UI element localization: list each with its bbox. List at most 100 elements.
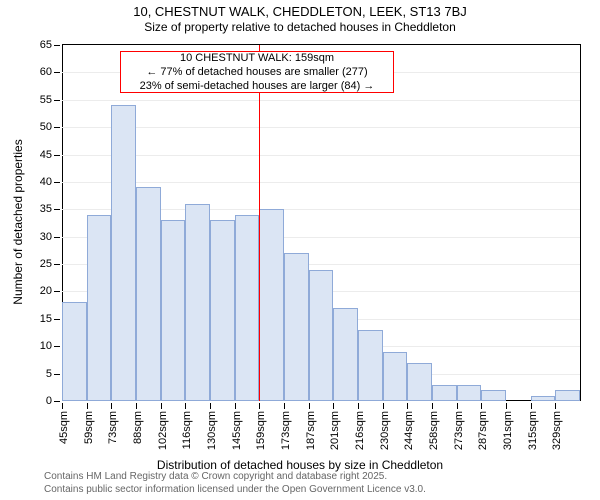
x-axis-label: Distribution of detached houses by size … <box>157 458 443 472</box>
histogram-bar <box>309 270 334 401</box>
x-tick-label: 102sqm <box>157 411 169 450</box>
chart-subtitle: Size of property relative to detached ho… <box>0 20 600 35</box>
y-tick <box>54 291 60 292</box>
x-tick <box>432 403 433 409</box>
histogram-bar <box>333 308 358 401</box>
x-tick <box>333 403 334 409</box>
chart-titles: 10, CHESTNUT WALK, CHEDDLETON, LEEK, ST1… <box>0 4 600 35</box>
y-tick <box>54 100 60 101</box>
y-tick <box>54 72 60 73</box>
annotation-line-1: 10 CHESTNUT WALK: 159sqm <box>121 52 393 66</box>
histogram-bar <box>235 215 260 401</box>
x-tick-label: 201sqm <box>329 411 341 450</box>
x-tick-label: 273sqm <box>453 411 465 450</box>
y-tick-label: 55 <box>40 94 52 106</box>
x-tick-label: 230sqm <box>379 411 391 450</box>
plot-area: 0510152025303540455055606545sqm59sqm73sq… <box>62 44 581 401</box>
x-tick-label: 116sqm <box>181 411 193 449</box>
y-tick <box>54 401 60 402</box>
y-tick-label: 30 <box>40 231 52 243</box>
x-tick-label: 315sqm <box>527 411 539 450</box>
x-tick-label: 329sqm <box>551 411 563 450</box>
x-tick-label: 130sqm <box>206 411 218 450</box>
histogram-bar <box>358 330 383 401</box>
y-tick <box>54 237 60 238</box>
x-tick <box>407 403 408 409</box>
y-tick-label: 10 <box>40 340 52 352</box>
footer-line-1: Contains HM Land Registry data © Crown c… <box>44 471 426 484</box>
x-tick-label: 45sqm <box>58 411 70 444</box>
x-tick <box>358 403 359 409</box>
x-tick <box>481 403 482 409</box>
histogram-bar <box>259 209 284 401</box>
y-tick <box>54 319 60 320</box>
x-tick <box>531 403 532 409</box>
x-tick-label: 258sqm <box>428 411 440 450</box>
y-tick-label: 25 <box>40 258 52 270</box>
y-tick <box>54 209 60 210</box>
histogram-bar <box>407 363 432 401</box>
reference-line <box>259 45 260 401</box>
x-tick <box>62 403 63 409</box>
x-tick-label: 145sqm <box>231 411 243 450</box>
gridline <box>62 127 580 128</box>
footer-attribution: Contains HM Land Registry data © Crown c… <box>44 471 426 496</box>
histogram-bar <box>111 105 136 401</box>
gridline <box>62 155 580 156</box>
y-tick <box>54 346 60 347</box>
y-tick <box>54 182 60 183</box>
annotation-box: 10 CHESTNUT WALK: 159sqm ← 77% of detach… <box>120 51 394 93</box>
y-tick-label: 15 <box>40 313 52 325</box>
x-tick <box>259 403 260 409</box>
histogram-bar <box>432 385 457 401</box>
y-tick-label: 65 <box>40 39 52 51</box>
y-tick-label: 20 <box>40 285 52 297</box>
x-tick <box>210 403 211 409</box>
histogram-bar <box>136 187 161 401</box>
y-tick <box>54 45 60 46</box>
x-tick <box>284 403 285 409</box>
x-tick <box>235 403 236 409</box>
y-tick-label: 50 <box>40 121 52 133</box>
y-tick-label: 35 <box>40 203 52 215</box>
x-tick-label: 301sqm <box>502 411 514 450</box>
annotation-line-2: ← 77% of detached houses are smaller (27… <box>121 66 393 80</box>
x-tick <box>87 403 88 409</box>
y-tick-label: 45 <box>40 149 52 161</box>
histogram-bar <box>457 385 482 401</box>
y-tick-label: 40 <box>40 176 52 188</box>
x-tick-label: 159sqm <box>255 411 267 450</box>
histogram-bar <box>531 396 556 401</box>
x-tick <box>506 403 507 409</box>
x-tick <box>383 403 384 409</box>
annotation-line-3: 23% of semi-detached houses are larger (… <box>121 80 393 94</box>
y-tick <box>54 155 60 156</box>
y-tick <box>54 264 60 265</box>
histogram-bar <box>161 220 186 401</box>
chart-container: 10, CHESTNUT WALK, CHEDDLETON, LEEK, ST1… <box>0 0 600 500</box>
x-tick-label: 73sqm <box>107 411 119 444</box>
x-tick-label: 88sqm <box>132 411 144 444</box>
x-tick <box>309 403 310 409</box>
x-tick-label: 187sqm <box>305 411 317 450</box>
x-tick-label: 216sqm <box>354 411 366 450</box>
histogram-bar <box>555 390 580 401</box>
histogram-bar <box>87 215 112 401</box>
histogram-bar <box>62 302 87 401</box>
histogram-bar <box>284 253 309 401</box>
x-tick-label: 173sqm <box>280 411 292 450</box>
x-tick <box>136 403 137 409</box>
footer-line-2: Contains public sector information licen… <box>44 484 426 497</box>
y-tick-label: 60 <box>40 66 52 78</box>
chart-title: 10, CHESTNUT WALK, CHEDDLETON, LEEK, ST1… <box>0 4 600 20</box>
x-tick <box>555 403 556 409</box>
y-tick-label: 5 <box>46 368 52 380</box>
gridline <box>62 182 580 183</box>
gridline <box>62 100 580 101</box>
histogram-bar <box>185 204 210 401</box>
y-tick-label: 0 <box>46 395 52 407</box>
y-tick <box>54 127 60 128</box>
x-tick-label: 59sqm <box>83 411 95 444</box>
x-tick <box>161 403 162 409</box>
y-axis-label: Number of detached properties <box>11 139 25 304</box>
